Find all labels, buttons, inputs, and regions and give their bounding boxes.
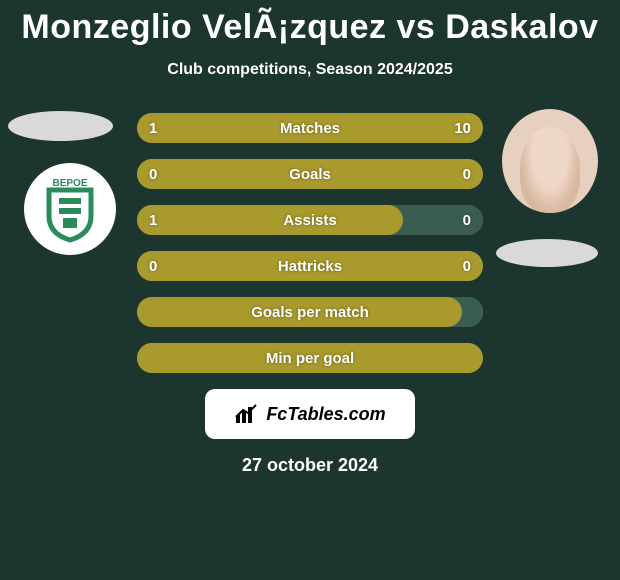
page-title: Monzeglio VelÃ¡zquez vs Daskalov	[0, 0, 620, 47]
stat-label: Goals	[289, 166, 331, 183]
stat-value-left: 0	[149, 258, 157, 275]
stat-label: Goals per match	[251, 304, 369, 321]
brand-text: FcTables.com	[266, 404, 385, 425]
stat-value-left: 1	[149, 120, 157, 137]
brand-logo-icon	[234, 403, 260, 425]
stat-fill-left	[137, 205, 403, 235]
shield-icon: ΒΕΡΟΕ	[39, 174, 101, 244]
stat-row: 1 0 Assists	[137, 205, 483, 235]
stat-row: 1 10 Matches	[137, 113, 483, 143]
team-crest-left: ΒΕΡΟΕ	[24, 163, 116, 255]
stat-row: 0 0 Hattricks	[137, 251, 483, 281]
player-left-placeholder-oval	[8, 111, 113, 141]
stat-label: Hattricks	[278, 258, 342, 275]
stat-value-right: 0	[463, 212, 471, 229]
comparison-panel: ΒΕΡΟΕ 110Matches00Goals10Assists00Hattri…	[0, 111, 620, 476]
stat-value-left: 0	[149, 166, 157, 183]
subtitle: Club competitions, Season 2024/2025	[0, 61, 620, 79]
player-right-avatar	[502, 109, 598, 213]
date-text: 27 october 2024	[0, 455, 620, 476]
stat-row: Goals per match	[137, 297, 483, 327]
brand-badge[interactable]: FcTables.com	[205, 389, 415, 439]
stat-label: Min per goal	[266, 350, 354, 367]
stat-value-left: 1	[149, 212, 157, 229]
team-right-placeholder-oval	[496, 239, 598, 267]
stat-row: 0 0 Goals	[137, 159, 483, 189]
stat-value-right: 0	[463, 258, 471, 275]
stat-label: Assists	[283, 212, 336, 229]
stats-bars: 110Matches00Goals10Assists00HattricksGoa…	[137, 111, 483, 373]
stat-value-right: 10	[454, 120, 471, 137]
stat-value-right: 0	[463, 166, 471, 183]
stat-label: Matches	[280, 120, 340, 137]
crest-text: ΒΕΡΟΕ	[52, 178, 87, 189]
stat-row: Min per goal	[137, 343, 483, 373]
